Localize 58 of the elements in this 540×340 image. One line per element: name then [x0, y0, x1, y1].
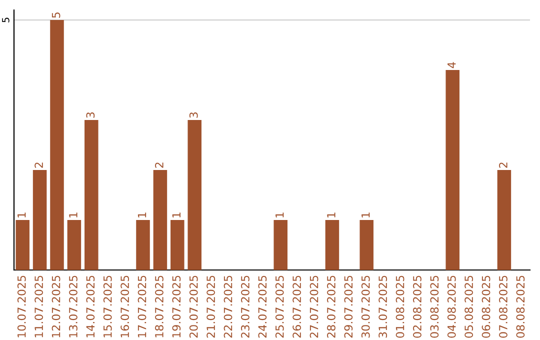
data-label: 2: [499, 162, 508, 168]
x-tick-label: 28.07.2025: [327, 276, 336, 338]
bar: [153, 170, 168, 270]
data-label: 1: [327, 212, 336, 218]
x-tick-label: 23.07.2025: [241, 276, 250, 338]
bar: [16, 220, 30, 270]
data-label: 3: [189, 112, 198, 118]
data-label: 1: [362, 212, 370, 218]
x-tick-label: 04.08.2025: [447, 276, 456, 338]
x-tick-label: 30.07.2025: [361, 276, 370, 338]
x-tick-label: 29.07.2025: [344, 276, 353, 338]
x-tick-label: 21.07.2025: [206, 276, 216, 338]
data-label: 1: [69, 212, 78, 218]
x-tick-label: 25.07.2025: [275, 276, 284, 338]
data-label: 1: [276, 212, 284, 218]
x-tick-label: 22.07.2025: [224, 276, 232, 338]
x-tick-label: 15.07.2025: [103, 276, 112, 338]
bar: [497, 170, 512, 270]
bar: [32, 170, 47, 270]
x-tick-label: 01.08.2025: [396, 276, 404, 338]
bar: [136, 220, 150, 270]
data-label: 3: [86, 112, 95, 118]
bar: [360, 220, 374, 270]
data-label: 5: [52, 12, 60, 18]
x-tick-label: 14.07.2025: [86, 276, 95, 338]
x-tick-label: 20.07.2025: [189, 276, 198, 338]
x-tick-label: 07.08.2025: [499, 276, 508, 338]
data-label: 2: [155, 162, 164, 168]
x-tick-label: 06.08.2025: [482, 276, 490, 338]
bar: [188, 120, 202, 270]
data-label: 1: [18, 212, 26, 218]
x-tick-label: 10.07.2025: [17, 276, 26, 338]
x-tick-label: 27.07.2025: [310, 276, 318, 338]
bar: [170, 220, 184, 270]
x-tick-label: 08.08.2025: [516, 276, 525, 338]
x-tick-label: 26.07.2025: [292, 276, 302, 338]
x-tick-label: 19.07.2025: [172, 276, 181, 338]
bar: [446, 70, 460, 270]
x-tick-label: 05.08.2025: [464, 276, 474, 338]
x-tick-label: 17.07.2025: [138, 276, 146, 338]
x-tick-label: 13.07.2025: [69, 276, 78, 338]
x-tick-label: 11.07.2025: [34, 276, 44, 338]
bar: [67, 220, 82, 270]
x-tick-label: 16.07.2025: [120, 276, 130, 338]
x-tick-label: 31.07.2025: [378, 276, 388, 338]
bar: [325, 220, 340, 270]
x-tick-label: 18.07.2025: [155, 276, 164, 338]
x-tick-label: 03.08.2025: [430, 276, 439, 338]
data-label: 1: [138, 212, 146, 218]
bar: [50, 20, 64, 270]
x-tick-label: 02.08.2025: [413, 276, 422, 338]
bar: [84, 120, 98, 270]
x-tick-label: 12.07.2025: [52, 276, 60, 338]
data-label: 4: [448, 62, 456, 68]
data-label: 1: [172, 212, 180, 218]
x-tick-label: 24.07.2025: [258, 276, 267, 338]
data-label: 2: [34, 162, 43, 168]
bar: [274, 220, 288, 270]
